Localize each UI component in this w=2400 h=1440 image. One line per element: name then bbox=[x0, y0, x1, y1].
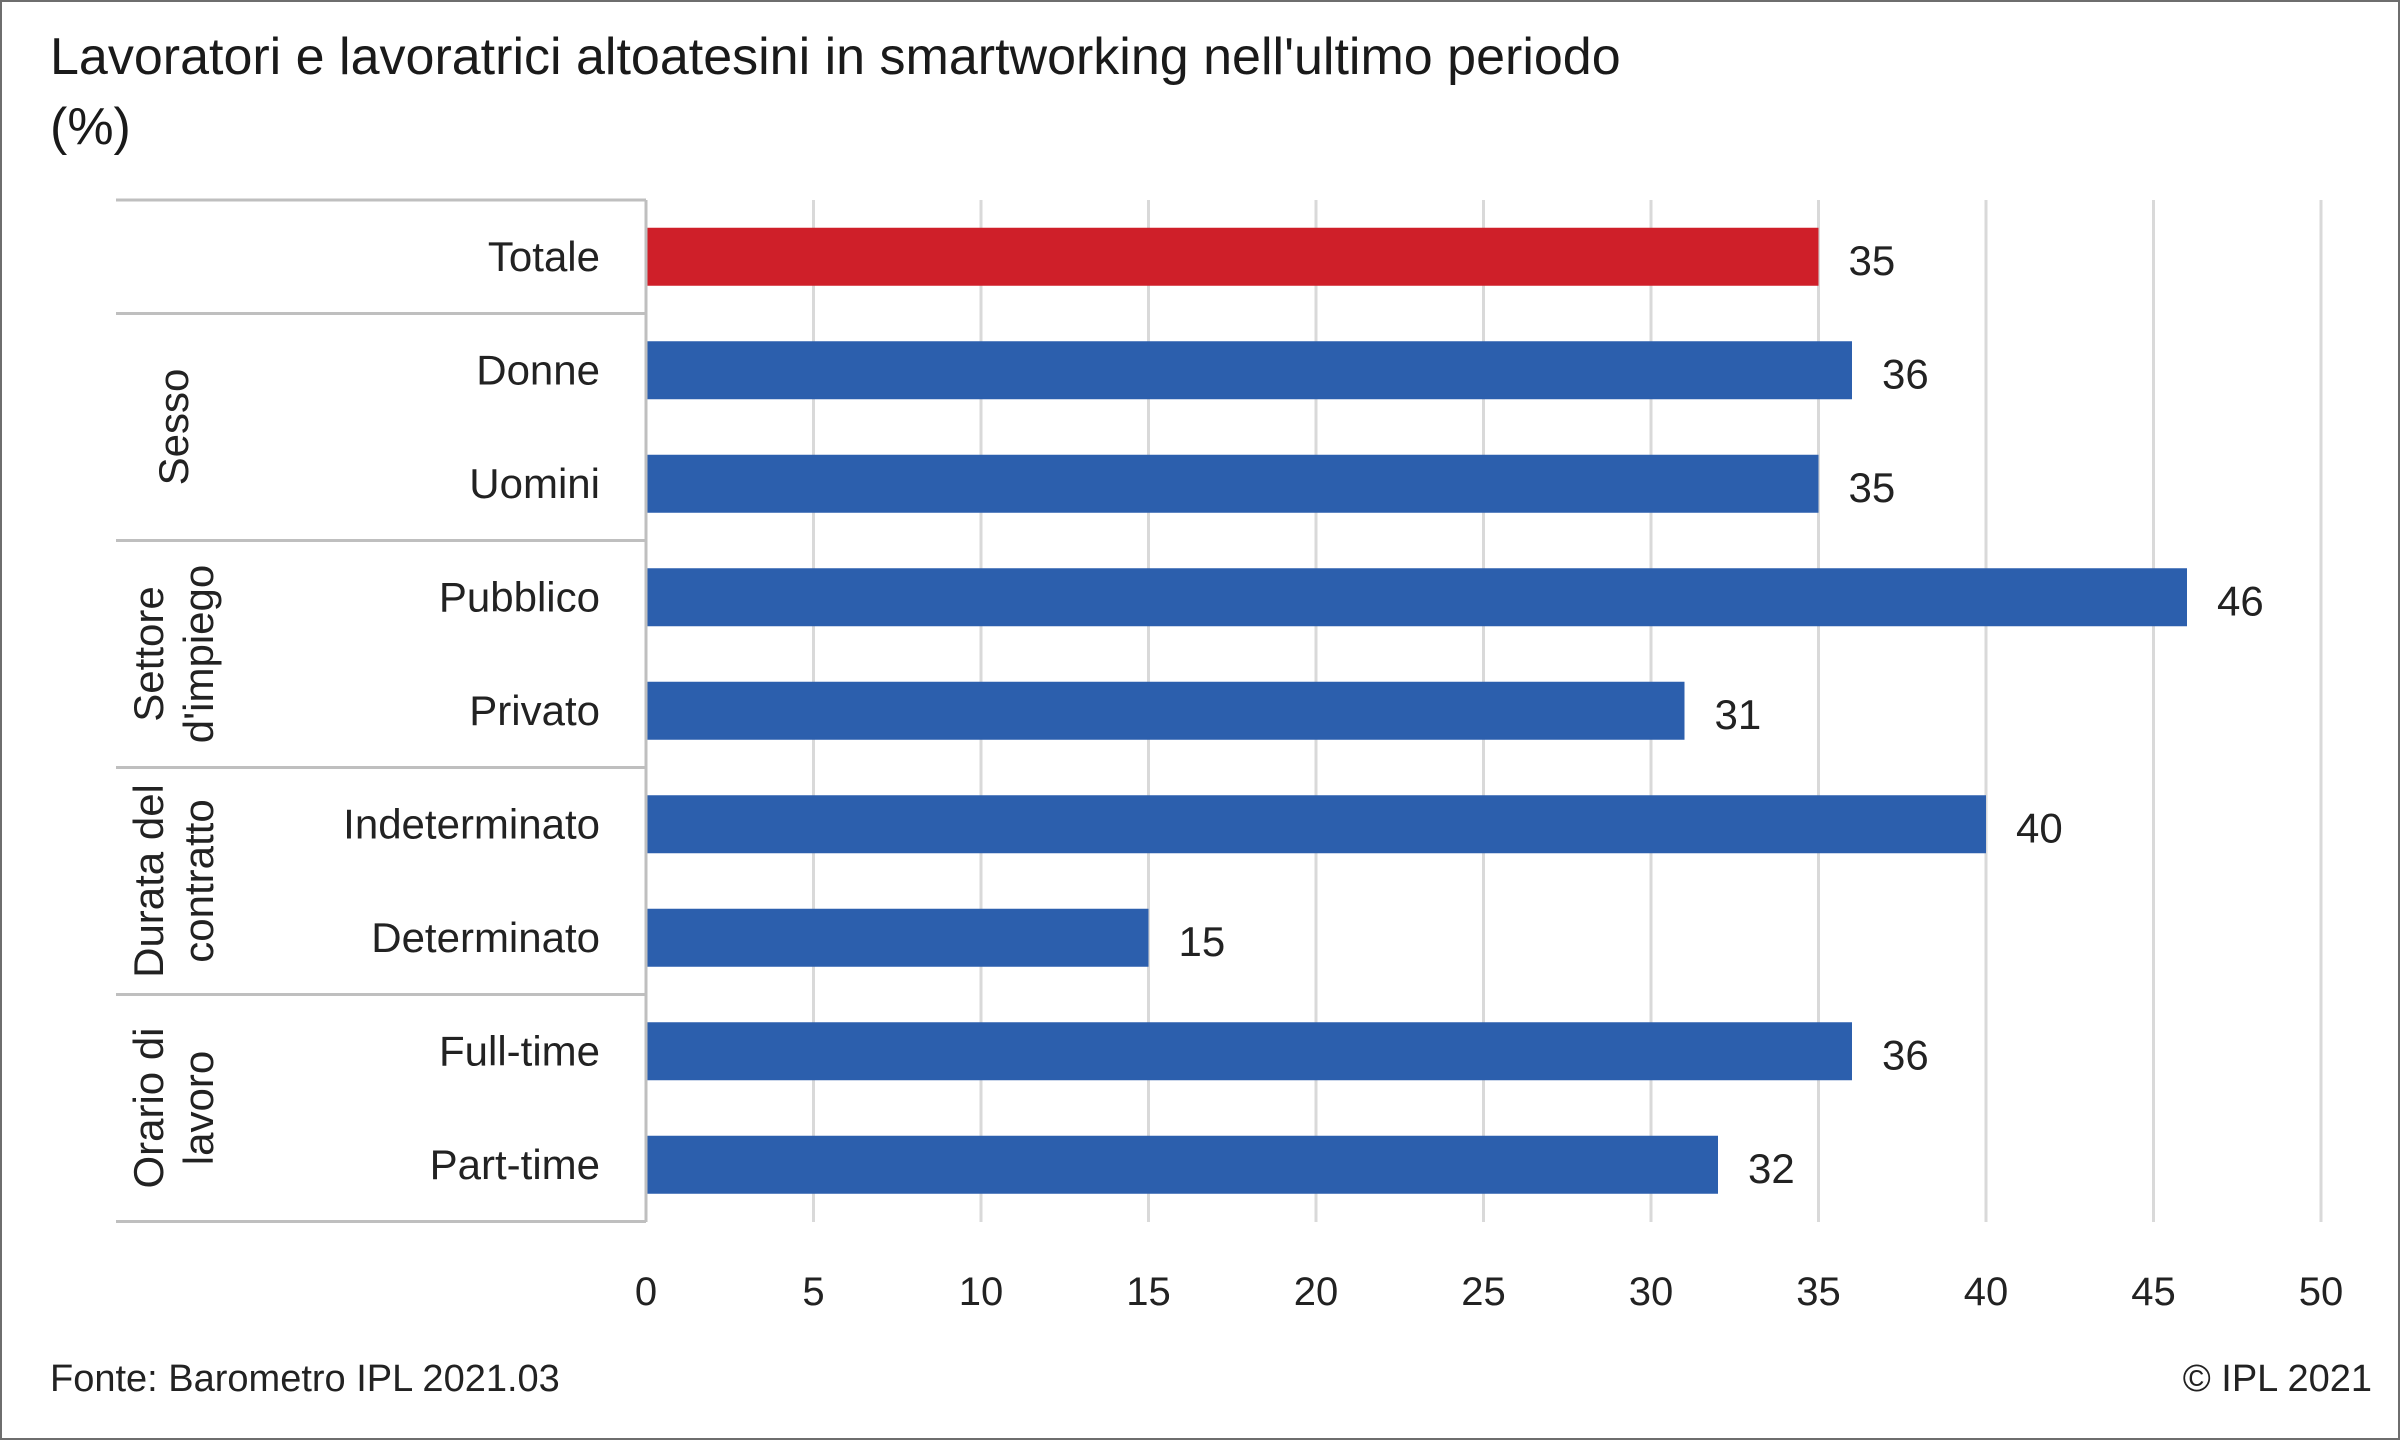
category-label-uomini: Uomini bbox=[469, 460, 600, 507]
value-label-indeterminato: 40 bbox=[2016, 804, 2063, 851]
category-label-determinato: Determinato bbox=[371, 914, 600, 961]
x-tick-label-35: 35 bbox=[1796, 1270, 1841, 1314]
group-label-durata-del-contratto-line-1: Durata del bbox=[125, 784, 172, 978]
chart-title-line-2: (%) bbox=[50, 98, 131, 156]
value-label-determinato: 15 bbox=[1179, 918, 1226, 965]
copyright-note: © IPL 2021 bbox=[2182, 1358, 2372, 1400]
source-note: Fonte: Barometro IPL 2021.03 bbox=[50, 1358, 560, 1400]
group-label-sesso-line-1: Sesso bbox=[150, 369, 197, 486]
category-label-pubblico: Pubblico bbox=[439, 573, 600, 620]
value-label-full-time: 36 bbox=[1882, 1031, 1929, 1078]
category-label-full-time: Full-time bbox=[439, 1027, 600, 1074]
bar-donne bbox=[646, 341, 1852, 400]
group-label-settore-d-impiego-line-1: Settore bbox=[125, 586, 172, 721]
chart-title: Lavoratori e lavoratrici altoatesini in … bbox=[50, 22, 2050, 162]
category-label-totale: Totale bbox=[488, 233, 600, 280]
value-label-uomini: 35 bbox=[1849, 464, 1896, 511]
bar-determinato bbox=[646, 908, 1149, 967]
category-label-donne: Donne bbox=[476, 346, 600, 393]
value-label-totale: 35 bbox=[1849, 237, 1896, 284]
value-label-donne: 36 bbox=[1882, 350, 1929, 397]
bar-chart: 0 5 10 15 20 25 30 35 40 45 50 Totale 35 Donne 36 Uomin… bbox=[116, 198, 2344, 1314]
bar-pubblico bbox=[646, 568, 2187, 627]
bar-full-time bbox=[646, 1022, 1852, 1081]
value-label-part-time: 32 bbox=[1748, 1145, 1795, 1192]
group-label-durata-del-contratto-line-2: contratto bbox=[175, 799, 222, 962]
x-tick-label-50: 50 bbox=[2299, 1270, 2344, 1314]
x-tick-label-20: 20 bbox=[1294, 1270, 1339, 1314]
x-tick-label-0: 0 bbox=[635, 1270, 657, 1314]
value-label-privato: 31 bbox=[1715, 691, 1762, 738]
x-tick-label-5: 5 bbox=[802, 1270, 824, 1314]
group-label-settore-d-impiego-line-2: d'impiego bbox=[175, 565, 222, 743]
category-label-part-time: Part-time bbox=[430, 1141, 600, 1188]
category-label-privato: Privato bbox=[469, 687, 600, 734]
x-tick-label-25: 25 bbox=[1461, 1270, 1506, 1314]
bar-part-time bbox=[646, 1135, 1718, 1194]
bar-uomini bbox=[646, 454, 1819, 513]
group-label-orario-di-lavoro-line-1: Orario di bbox=[125, 1027, 172, 1188]
x-tick-label-45: 45 bbox=[2131, 1270, 2176, 1314]
x-tick-label-30: 30 bbox=[1629, 1270, 1674, 1314]
chart-title-line-1: Lavoratori e lavoratrici altoatesini in … bbox=[50, 28, 1621, 86]
bar-totale bbox=[646, 227, 1819, 286]
x-tick-label-10: 10 bbox=[959, 1270, 1004, 1314]
x-tick-label-40: 40 bbox=[1964, 1270, 2009, 1314]
value-label-pubblico: 46 bbox=[2217, 577, 2264, 624]
bar-indeterminato bbox=[646, 795, 1986, 854]
bar-privato bbox=[646, 681, 1685, 740]
x-tick-label-15: 15 bbox=[1126, 1270, 1171, 1314]
group-label-orario-di-lavoro-line-2: lavoro bbox=[175, 1051, 222, 1165]
category-label-indeterminato: Indeterminato bbox=[343, 800, 600, 847]
